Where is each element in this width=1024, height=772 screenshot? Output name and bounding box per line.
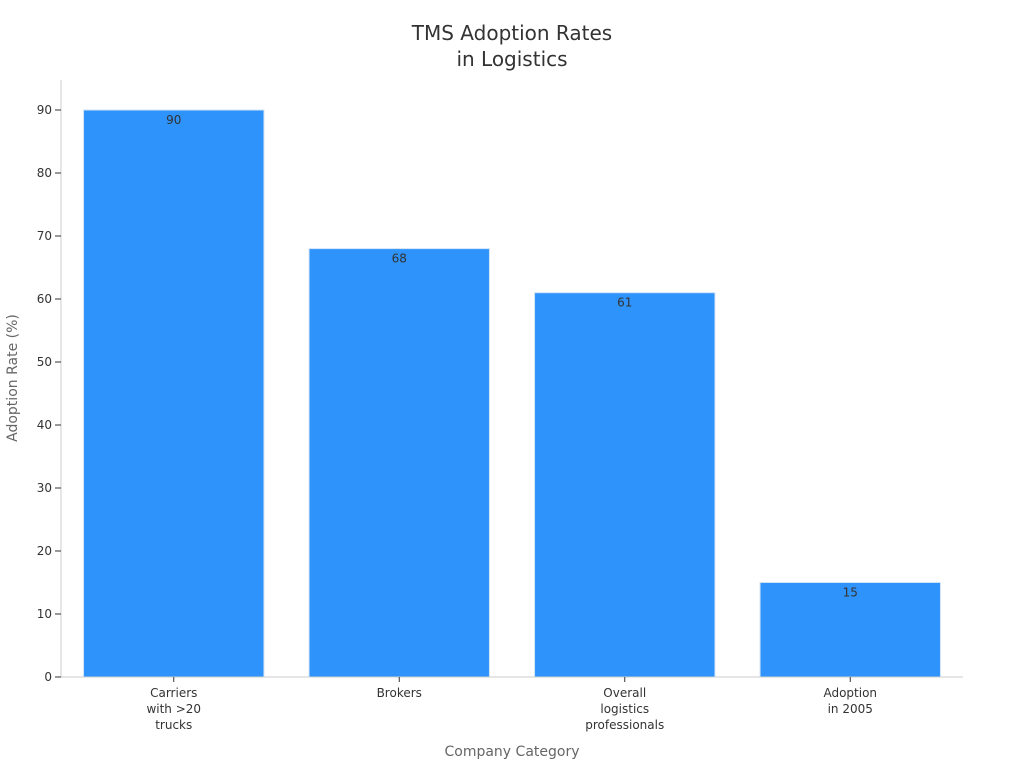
x-axis: Carriers with >20 trucks Brokers Overall logi… [61,676,963,732]
chart-title-line-1: TMS Adoption Rates [411,21,612,45]
y-axis-title: Adoption Rate (%) [5,314,21,442]
y-axis: 0 10 20 30 40 50 60 70 80 90 [37,80,62,684]
x-tick-label-line: professionals [585,718,664,732]
x-tick-label-line: Brokers [377,686,422,700]
bars-group [83,109,941,678]
chart-title-line-2: in Logistics [456,47,567,71]
y-tick-label: 10 [37,607,52,621]
x-tick-label-line: trucks [155,718,192,732]
x-tick-label-line: logistics [600,702,649,716]
bar [308,248,490,678]
y-tick-label: 20 [37,544,52,558]
data-labels-group: 90 68 61 15 [166,113,858,600]
data-label: 15 [843,586,858,600]
x-tick-label-line: Carriers [150,686,197,700]
y-tick-label: 30 [37,481,52,495]
x-tick-label: Carriers with >20 trucks [146,686,201,732]
y-tick-label: 0 [44,670,52,684]
data-label: 90 [166,113,181,127]
y-tick-label: 90 [37,103,52,117]
x-tick-label: Brokers [377,686,422,700]
y-tick-label: 40 [37,418,52,432]
x-tick-label-line: with >20 [146,702,201,716]
y-tick-label: 60 [37,292,52,306]
data-label: 68 [392,252,407,266]
y-tick-label: 70 [37,229,52,243]
x-tick-label-line: Adoption [823,686,877,700]
y-tick-label: 50 [37,355,52,369]
bar [759,582,941,678]
chart-title: TMS Adoption Rates in Logistics [411,21,612,71]
x-tick-label: Overall logistics professionals [585,686,664,732]
bar [534,292,716,678]
x-axis-title: Company Category [444,744,579,760]
x-tick-label-line: in 2005 [828,702,873,716]
data-label: 61 [617,296,632,310]
bar [83,109,265,678]
y-tick-label: 80 [37,166,52,180]
x-tick-label: Adoption in 2005 [823,686,877,716]
x-tick-label-line: Overall [603,686,646,700]
